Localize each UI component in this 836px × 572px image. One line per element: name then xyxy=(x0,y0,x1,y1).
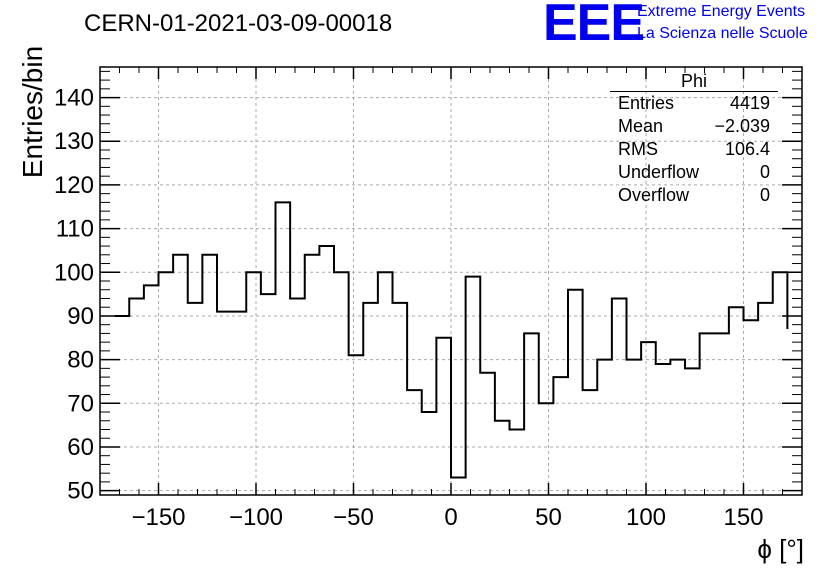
stats-box: Phi Entries 4419 Mean −2.039 RMS 106.4 U… xyxy=(610,71,778,207)
y-axis-label: Entries/bin xyxy=(17,45,48,179)
plot-title: CERN-01-2021-03-09-00018 xyxy=(84,10,393,37)
x-tick-label: 0 xyxy=(444,504,457,531)
x-axis-label: ϕ [°] xyxy=(757,534,804,564)
x-tick-label: 150 xyxy=(723,504,763,531)
x-tick-label: −50 xyxy=(333,504,374,531)
stats-label: Entries xyxy=(618,93,675,113)
stats-value: 4419 xyxy=(729,93,770,113)
stats-value: 0 xyxy=(759,185,770,205)
stats-row-mean: Mean −2.039 xyxy=(610,115,778,138)
stats-label: RMS xyxy=(618,139,658,159)
y-tick-label: 80 xyxy=(67,347,94,374)
y-tick-label: 60 xyxy=(67,434,94,461)
y-tick-label: 70 xyxy=(67,390,94,417)
stats-title: Phi xyxy=(610,71,778,92)
y-tick-label: 50 xyxy=(67,478,94,505)
stats-value: 0 xyxy=(759,162,770,182)
stats-row-underflow: Underflow 0 xyxy=(610,161,778,184)
stats-row-entries: Entries 4419 xyxy=(610,92,778,115)
x-tick-label: −100 xyxy=(229,504,283,531)
y-tick-label: 90 xyxy=(67,303,94,330)
stats-label: Underflow xyxy=(618,162,700,182)
stats-label: Mean xyxy=(618,116,664,136)
eee-logo-text: EEE xyxy=(543,0,645,52)
x-tick-label: 50 xyxy=(535,504,562,531)
y-tick-label: 100 xyxy=(54,259,94,286)
tick-marks xyxy=(100,67,802,495)
stats-row-rms: RMS 106.4 xyxy=(610,138,778,161)
y-tick-label: 140 xyxy=(54,85,94,112)
y-tick-label: 130 xyxy=(54,128,94,155)
stats-label: Overflow xyxy=(618,185,690,205)
tick-labels: 50 60 70 80 90 100 110 120 130 140 −150 −100 −50 0 50 1… xyxy=(54,85,764,531)
x-tick-label: −150 xyxy=(131,504,185,531)
stats-value: 106.4 xyxy=(724,139,770,159)
histogram-line xyxy=(114,201,789,479)
eee-logo: EEE xyxy=(543,0,645,49)
logo-tagline-2: La Scienza nelle Scuole xyxy=(637,25,808,42)
y-tick-label: 120 xyxy=(54,172,94,199)
logo-tagline-1: Extreme Energy Events xyxy=(637,3,806,20)
y-tick-label: 110 xyxy=(56,216,94,243)
stats-value: −2.039 xyxy=(714,116,770,136)
stats-row-overflow: Overflow 0 xyxy=(610,184,778,207)
x-tick-label: 100 xyxy=(626,504,666,531)
